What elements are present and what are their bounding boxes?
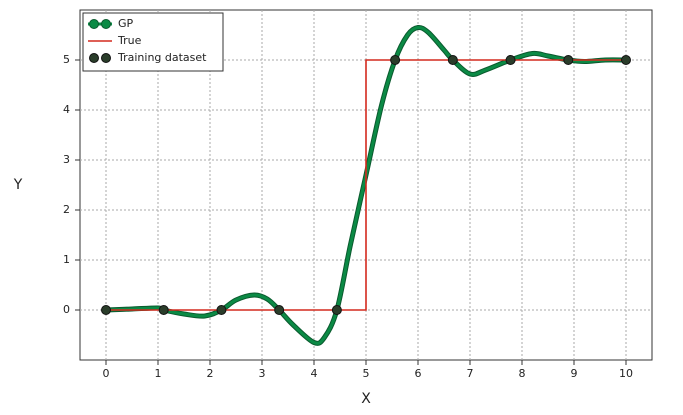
legend-marker [89, 53, 99, 63]
data-point [390, 55, 401, 65]
y-tick-label: 5 [63, 53, 70, 66]
data-point [216, 305, 227, 315]
legend-label: True [117, 34, 142, 47]
x-tick-label: 10 [619, 367, 633, 380]
x-tick-label: 5 [363, 367, 370, 380]
data-point [158, 305, 169, 315]
x-tick-label: 0 [103, 367, 110, 380]
data-point [447, 55, 458, 65]
x-tick-label: 2 [207, 367, 214, 380]
x-tick-label: 6 [415, 367, 422, 380]
y-tick-label: 0 [63, 303, 70, 316]
legend-marker [101, 53, 111, 63]
x-tick-label: 3 [259, 367, 266, 380]
data-point [621, 55, 631, 65]
x-tick-label: 1 [155, 367, 162, 380]
legend: GP True Training dataset [82, 12, 224, 72]
series-line [106, 59, 626, 311]
data-point [505, 55, 516, 65]
legend-label: Training dataset [117, 51, 207, 64]
y-tick-label: 3 [63, 153, 70, 166]
y-tick-label: 1 [63, 253, 70, 266]
y-tick-label: 4 [63, 103, 70, 116]
y-axis-label: Y [13, 177, 23, 193]
data-point [331, 305, 342, 315]
y-tick-label: 2 [63, 203, 70, 216]
data-point [101, 305, 111, 315]
data-point [274, 305, 285, 315]
legend-label: GP [118, 17, 134, 30]
x-tick-label: 4 [311, 367, 318, 380]
x-axis-label: X [361, 391, 371, 407]
data-point [563, 55, 574, 65]
x-tick-label: 9 [571, 367, 578, 380]
x-tick-label: 7 [467, 367, 474, 380]
legend-marker [89, 19, 99, 29]
legend-marker [101, 19, 111, 29]
x-tick-label: 8 [519, 367, 526, 380]
